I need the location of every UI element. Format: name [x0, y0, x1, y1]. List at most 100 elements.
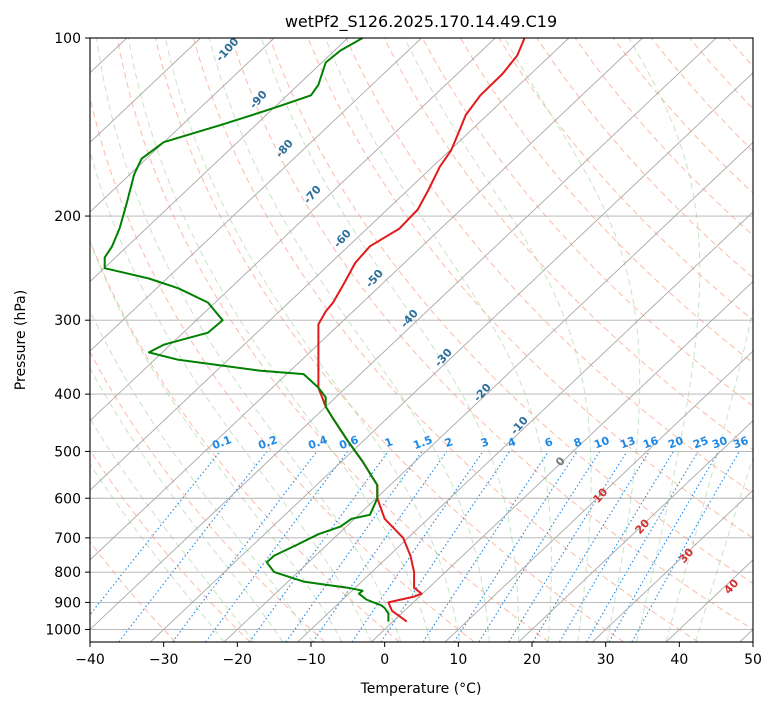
- x-tick-label: 30: [597, 652, 615, 668]
- moist-adiabat-line: [504, 38, 641, 642]
- mixing-ratio-line: [90, 451, 221, 616]
- mixing-ratio-line: [249, 451, 389, 642]
- mixing-ratio-line: [453, 451, 578, 642]
- isotherm-line: [90, 38, 275, 213]
- mixing-ratio-label: 4: [506, 435, 518, 450]
- isotherm-line: [90, 38, 643, 561]
- mixing-ratio-line: [285, 451, 423, 642]
- profile-series: [103, 38, 526, 623]
- moist-adiabat-line: [628, 38, 701, 642]
- moist-adiabat-line: [127, 38, 431, 642]
- moist-adiabat-line: [665, 307, 753, 642]
- mixing-ratio-line: [312, 451, 448, 642]
- mixing-ratio-label: 0.1: [210, 433, 233, 452]
- mixing-ratio-label: 20: [666, 434, 685, 452]
- mixing-ratio-label: 3: [479, 435, 491, 450]
- mixing-ratio-line: [422, 451, 549, 642]
- dry-adiabat-line: [90, 449, 251, 642]
- grid-lines: [90, 38, 753, 630]
- y-tick-label: 100: [54, 31, 81, 47]
- moist-adiabat-line: [90, 417, 254, 642]
- x-tick-label: −40: [75, 652, 105, 668]
- moist-adiabat-line: [164, 38, 461, 642]
- isotherm-line: [90, 38, 570, 491]
- y-axis-ticks: 100 200 300 400 500 600 700 800 900 1000: [45, 31, 90, 638]
- moist-adiabat-line: [90, 240, 343, 642]
- y-tick-label: 600: [54, 491, 81, 507]
- x-tick-label: 10: [449, 652, 467, 668]
- x-tick-label: −30: [149, 652, 179, 668]
- y-tick-label: 900: [54, 595, 81, 611]
- mixing-ratio-label: 2: [443, 435, 455, 450]
- mixing-ratio-label: 16: [641, 434, 660, 452]
- mixing-ratio-label: 0.4: [306, 433, 329, 452]
- isotherm-line: [518, 420, 753, 642]
- isotherm-line: [90, 38, 422, 352]
- y-tick-label: 400: [54, 387, 81, 403]
- x-tick-label: −20: [223, 652, 253, 668]
- x-axis-label: Temperature (°C): [360, 681, 482, 697]
- mixing-ratio-line: [351, 451, 484, 642]
- moist-adiabat-line: [695, 456, 753, 642]
- mixing-ratio-label: 30: [710, 434, 729, 452]
- mixing-ratio-label: 13: [618, 434, 637, 451]
- isotherm-line: [90, 38, 201, 144]
- y-tick-label: 500: [54, 444, 81, 460]
- y-tick-label: 300: [54, 313, 81, 329]
- moist-adiabat-line: [90, 367, 284, 642]
- dry-adiabat-line: [498, 38, 753, 321]
- y-axis-label: Pressure (hPa): [13, 290, 29, 390]
- dry-adiabat-line: [269, 38, 753, 585]
- mixing-ratio-label: 8: [572, 435, 584, 450]
- mixing-ratio-label: 6: [543, 435, 555, 450]
- dry-adiabat-line: [90, 350, 326, 642]
- x-tick-label: −10: [296, 652, 326, 668]
- mixing-ratio-line: [532, 451, 650, 642]
- mixing-ratio-label: 0.2: [256, 433, 279, 452]
- y-tick-label: 200: [54, 209, 81, 225]
- moist-adiabat-line: [261, 38, 520, 642]
- mixing-ratio-line: [172, 451, 318, 642]
- isotherm-line: [90, 38, 349, 283]
- mixing-ratio-label: 36: [731, 434, 750, 452]
- moist-adiabat-line: [90, 463, 225, 642]
- moist-adiabat-line: [208, 38, 490, 642]
- plot-area: -100-90-80-70-60-50-40-30-20-10010203040…: [90, 38, 753, 642]
- mixing-ratio-line: [508, 451, 628, 642]
- mixing-ratio-label: 1: [383, 435, 395, 450]
- dry-adiabat-line: [460, 38, 753, 364]
- moist-adiabat-line: [404, 38, 592, 642]
- y-tick-label: 1000: [45, 622, 81, 638]
- x-axis-ticks: −40 −30 −20 −10 0 10 20 30 40 50: [75, 642, 762, 668]
- isotherm-line: [150, 72, 753, 642]
- isotherm-line: [90, 38, 717, 631]
- isotherm-line: [371, 280, 753, 642]
- x-tick-label: 20: [523, 652, 541, 668]
- moist-adiabat-line: [324, 38, 552, 642]
- isotherm-line: [444, 350, 753, 642]
- isotherm-line: [90, 38, 496, 422]
- dry-adiabat-line: [193, 38, 699, 642]
- isotherm-line: [223, 141, 753, 642]
- mixing-ratio-label: 1.5: [411, 433, 434, 452]
- dewpoint-line: [103, 38, 390, 622]
- moist-adiabat-line: [90, 149, 372, 642]
- mixing-ratio-line: [205, 451, 349, 642]
- isotherm-line: [592, 489, 753, 642]
- x-tick-label: 40: [670, 652, 688, 668]
- mixing-ratio-label: 10: [592, 434, 611, 452]
- temperature-line: [317, 38, 526, 623]
- moist-adiabat-line: [96, 38, 402, 642]
- dry-adiabat-line: [421, 38, 753, 407]
- mixing-ratio-label: 25: [691, 434, 710, 451]
- plot-frame: [89, 37, 754, 643]
- x-tick-label: 0: [380, 652, 389, 668]
- dry-adiabat-line: [345, 38, 753, 495]
- y-tick-label: 700: [54, 531, 81, 547]
- x-tick-label: 50: [744, 652, 762, 668]
- moist-adiabat-line: [90, 309, 313, 642]
- dry-adiabat-line: [231, 38, 753, 631]
- mixing-ratio-line: [608, 451, 720, 642]
